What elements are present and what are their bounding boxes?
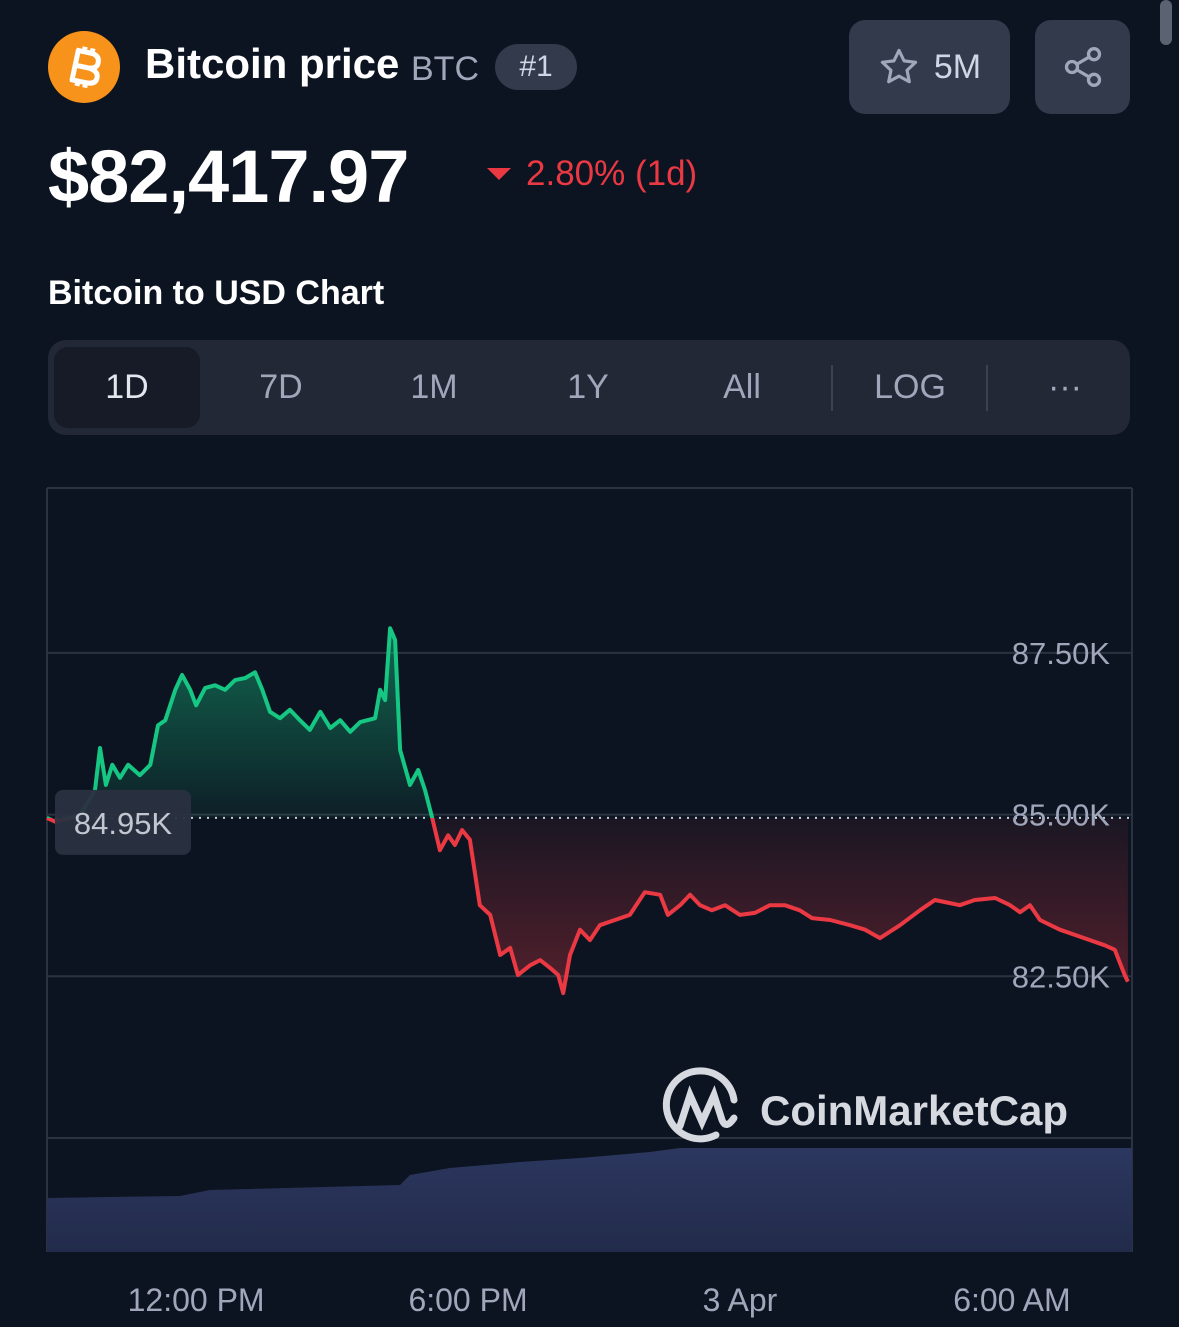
baseline-label: 84.95K (74, 806, 173, 841)
x-tick-label: 3 Apr (703, 1282, 778, 1318)
range-tab[interactable]: ··· (1048, 368, 1082, 406)
coin-logo (48, 31, 120, 103)
y-tick-label: 82.50K (1012, 959, 1111, 994)
down-arrow (487, 168, 511, 180)
range-tab[interactable]: 7D (259, 368, 303, 406)
section-title: Bitcoin to USD Chart (48, 274, 385, 312)
star-icon (880, 48, 918, 84)
watermark-logo (662, 1067, 738, 1143)
x-tick-label: 12:00 PM (128, 1282, 265, 1318)
watchlist-count: 5M (933, 47, 982, 86)
watchlist-button[interactable]: 5M (849, 20, 1010, 114)
coin-title: Bitcoin price (145, 40, 400, 87)
tab-divider (986, 365, 988, 411)
coin-symbol: BTC (411, 50, 479, 88)
range-tab[interactable]: 1M (410, 368, 458, 406)
range-tab[interactable]: 1Y (567, 368, 609, 406)
x-tick-label: 6:00 AM (953, 1282, 1070, 1318)
price: $82,417.97 (48, 135, 409, 218)
tab-divider (831, 365, 833, 411)
price-line (46, 626, 1130, 996)
share-button[interactable] (1035, 20, 1130, 114)
range-tabs: 1D 7D 1M 1Y All LOG ··· (48, 340, 1130, 435)
price-change: 2.80% (1d) (486, 154, 697, 194)
range-tab[interactable]: LOG (874, 368, 946, 406)
y-tick-label: 85.00K (1012, 798, 1111, 833)
y-tick-label: 87.50K (1012, 636, 1111, 671)
rank-badge: #1 (495, 44, 577, 90)
x-tick-label: 6:00 PM (408, 1282, 527, 1318)
share-icon (1064, 47, 1101, 87)
change-text: 2.80% (1d) (526, 154, 698, 193)
watermark: CoinMarketCap (760, 1087, 1068, 1134)
range-tab[interactable]: 1D (54, 347, 200, 428)
baseline-label-box (55, 789, 191, 855)
scrollbar (1160, 0, 1172, 45)
volume-area (47, 1148, 1132, 1252)
range-tab[interactable]: All (723, 368, 761, 406)
